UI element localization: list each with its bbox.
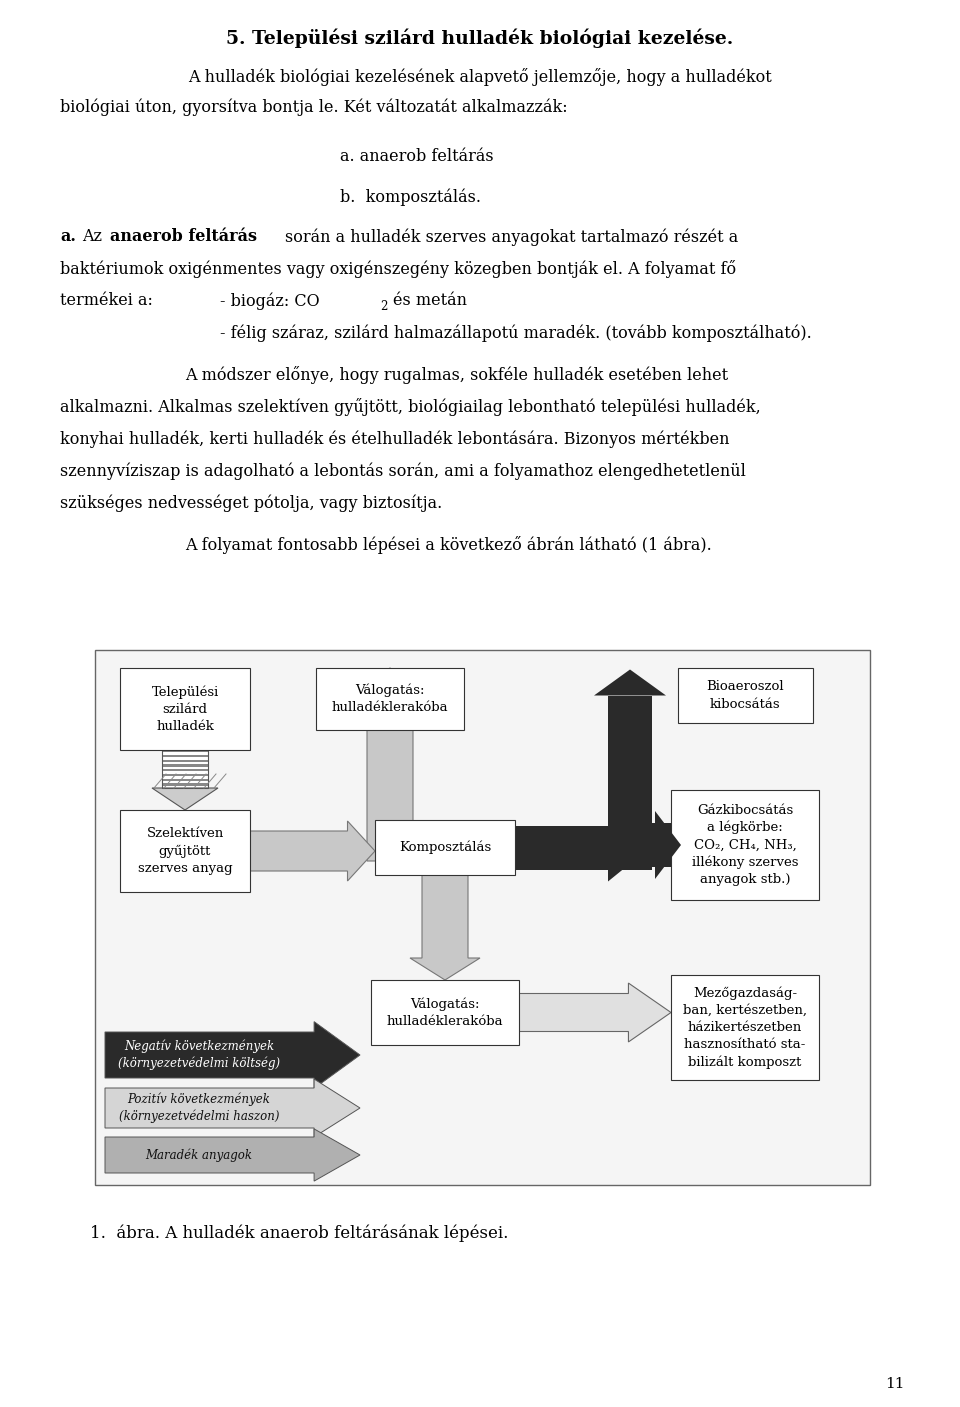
Polygon shape [355, 668, 425, 861]
Text: b.  komposztálás.: b. komposztálás. [340, 189, 481, 205]
Text: Települési
szilárd
hulladék: Települési szilárd hulladék [152, 685, 219, 733]
Text: Válogatás:
hulladéklerakóba: Válogatás: hulladéklerakóba [387, 998, 503, 1027]
Polygon shape [655, 810, 681, 879]
Text: A hulladék biológiai kezelésének alapvető jellemzője, hogy a hulladékot: A hulladék biológiai kezelésének alapvet… [188, 68, 772, 86]
Text: A módszer előnye, hogy rugalmas, sokféle hulladék esetében lehet: A módszer előnye, hogy rugalmas, sokféle… [185, 366, 728, 384]
Text: és metán: és metán [393, 293, 467, 310]
Text: Gázkibocsátás
a légkörbe:
CO₂, CH₄, NH₃,
illékony szerves
anyagok stb.): Gázkibocsátás a légkörbe: CO₂, CH₄, NH₃,… [692, 803, 799, 886]
Bar [162, 750, 208, 753]
Text: Pozitív következmények
(környezetvédelmi haszon): Pozitív következmények (környezetvédelmi… [119, 1093, 279, 1123]
Text: Komposztálás: Komposztálás [398, 841, 492, 854]
Bar [162, 774, 208, 777]
FancyBboxPatch shape [375, 820, 515, 875]
Polygon shape [105, 1021, 360, 1089]
Bar [95, 650, 870, 1185]
Text: Válogatás:
hulladéklerakóba: Válogatás: hulladéklerakóba [332, 684, 448, 715]
Bar [515, 826, 652, 870]
Text: Maradék anyagok: Maradék anyagok [146, 1148, 252, 1162]
Text: Bioaeroszol
kibocsátás: Bioaeroszol kibocsátás [707, 681, 783, 711]
Bar [162, 771, 208, 774]
FancyBboxPatch shape [316, 668, 464, 730]
Polygon shape [594, 670, 666, 695]
Text: 11: 11 [885, 1377, 905, 1392]
Polygon shape [152, 788, 218, 810]
Bar [162, 761, 208, 764]
Text: termékei a:: termékei a: [60, 293, 153, 310]
Text: biológiai úton, gyorsítva bontja le. Két változatát alkalmazzák:: biológiai úton, gyorsítva bontja le. Két… [60, 98, 567, 115]
Text: A folyamat fontosabb lépései a következő ábrán látható (1 ábra).: A folyamat fontosabb lépései a következő… [185, 536, 711, 554]
Text: baktériumok oxigénmentes vagy oxigénszegény közegben bontják el. A folyamat fő: baktériumok oxigénmentes vagy oxigénszeg… [60, 260, 736, 279]
Text: - biogáz: CO: - biogáz: CO [220, 293, 320, 310]
Text: Szelektíven
gyűjtött
szerves anyag: Szelektíven gyűjtött szerves anyag [137, 827, 232, 875]
Bar [162, 777, 208, 778]
Bar [162, 785, 208, 788]
Polygon shape [410, 875, 480, 981]
Polygon shape [250, 822, 375, 881]
Text: 5. Települési szilárd hulladék biológiai kezelése.: 5. Települési szilárd hulladék biológiai… [227, 28, 733, 48]
FancyBboxPatch shape [120, 668, 250, 750]
FancyBboxPatch shape [120, 810, 250, 892]
Bar [162, 764, 208, 767]
Bar [162, 778, 208, 781]
FancyBboxPatch shape [678, 668, 812, 723]
Text: 2: 2 [380, 300, 388, 312]
Bar [162, 754, 208, 757]
Text: Az: Az [82, 228, 108, 245]
Bar [162, 784, 208, 785]
Text: a.: a. [60, 228, 76, 245]
Bar [162, 770, 208, 771]
Polygon shape [105, 1079, 360, 1137]
Text: szennyvíziszap is adagolható a lebontás során, ami a folyamathoz elengedhetetlen: szennyvíziszap is adagolható a lebontás … [60, 461, 746, 480]
FancyBboxPatch shape [671, 975, 819, 1081]
Bar [162, 767, 208, 770]
Text: Negatív következmények
(környezetvédelmi költség): Negatív következmények (környezetvédelmi… [118, 1040, 280, 1071]
Bar [608, 823, 652, 867]
FancyBboxPatch shape [671, 789, 819, 900]
Text: szükséges nedvességet pótolja, vagy biztosítja.: szükséges nedvességet pótolja, vagy bizt… [60, 494, 443, 512]
Polygon shape [519, 983, 671, 1043]
Text: konyhai hulladék, kerti hulladék és ételhulladék lebontására. Bizonyos mértékben: konyhai hulladék, kerti hulladék és étel… [60, 431, 730, 447]
Bar [162, 760, 208, 761]
Bar [162, 757, 208, 760]
Bar [630, 823, 671, 867]
FancyBboxPatch shape [371, 981, 519, 1045]
Polygon shape [105, 1128, 360, 1180]
Bar [162, 753, 208, 754]
Bar [162, 781, 208, 784]
Text: - félig száraz, szilárd halmazállapotú maradék. (tovább komposztálható).: - félig száraz, szilárd halmazállapotú m… [220, 324, 812, 342]
Text: Mezőgazdaság-
ban, kertészetben,
házikertészetben
hasznosítható sta-
bilizált ko: Mezőgazdaság- ban, kertészetben, háziker… [683, 986, 807, 1068]
Bar [162, 750, 208, 788]
Text: alkalmazni. Alkalmas szelektíven gyűjtött, biológiailag lebontható települési hu: alkalmazni. Alkalmas szelektíven gyűjtöt… [60, 398, 760, 416]
Bar [608, 695, 652, 847]
Text: a. anaerob feltárás: a. anaerob feltárás [340, 148, 493, 165]
Text: anaerob feltárás: anaerob feltárás [110, 228, 257, 245]
Polygon shape [608, 813, 650, 882]
Text: 1.  ábra. A hulladék anaerob feltárásának lépései.: 1. ábra. A hulladék anaerob feltárásának… [90, 1225, 509, 1242]
Text: során a hulladék szerves anyagokat tartalmazó részét a: során a hulladék szerves anyagokat tarta… [285, 228, 738, 245]
